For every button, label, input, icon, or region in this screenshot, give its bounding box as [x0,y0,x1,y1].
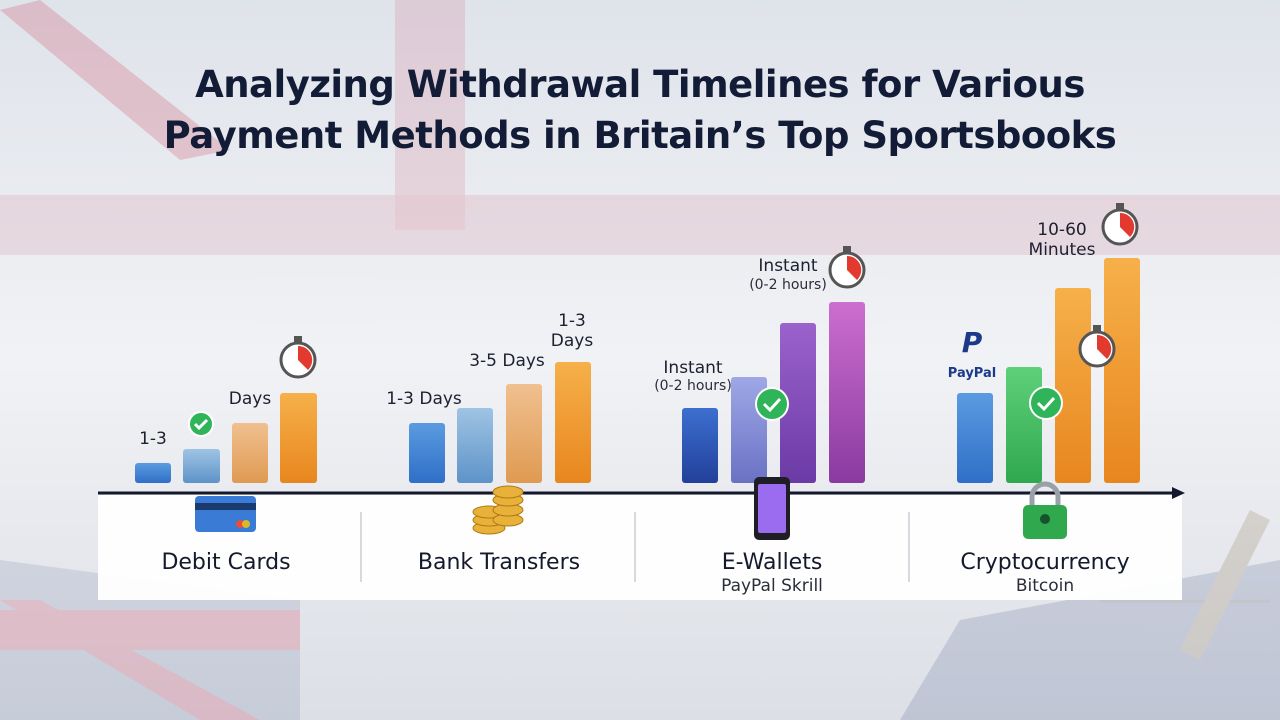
card-icon [195,496,256,532]
category-label: E-Wallets [722,550,823,575]
crypto-bars [957,258,1140,483]
arrow-head [1172,487,1185,499]
annotation: Instant [758,256,818,276]
annotation: 1-3 Days [386,389,462,409]
annotation: Days [229,389,272,409]
annotation: Days [551,331,594,351]
category-panel [98,495,1182,600]
lock-icon [1023,481,1067,539]
category-label: Bank Transfers [418,550,580,575]
paypal-logo: P [962,326,983,359]
annotation: 3-5 Days [469,351,545,371]
annotation: 10-60 [1037,220,1086,240]
annotation: (0-2 hours) [654,378,732,394]
category-sublabel: Bitcoin [1016,576,1074,596]
category-label: Cryptocurrency [960,550,1129,575]
annotation: (0-2 hours) [749,277,827,293]
annotation: PayPal [948,366,996,381]
annotation: 1-3 [139,429,167,449]
title-line: Analyzing Withdrawal Timelines for Vario… [195,63,1085,106]
category-sublabel: PayPal Skrill [721,576,823,596]
bank-bars [409,362,591,483]
stopwatch-icons [279,203,1139,379]
annotation: 1-3 [558,311,586,331]
ewallet-bars [682,302,865,483]
annotation: Instant [663,358,723,378]
annotation: Minutes [1029,240,1096,260]
debit-bars [135,393,317,483]
category-label: Debit Cards [161,550,290,575]
phone-icon [754,477,790,540]
panel-dividers [360,512,910,582]
coins-icon [472,485,524,535]
title-line: Payment Methods in Britain’s Top Sportsb… [164,114,1117,157]
check-marks [193,396,1056,431]
